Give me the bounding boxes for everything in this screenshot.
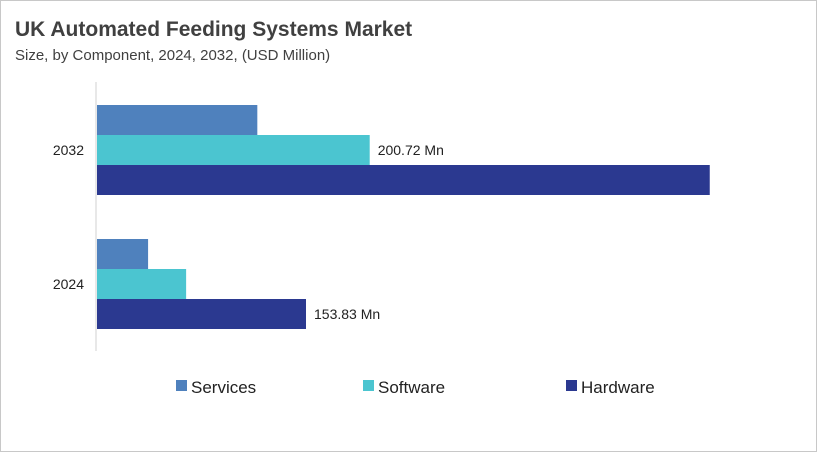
bar-hardware-2032: [97, 165, 710, 195]
legend-swatch-hardware: [566, 380, 577, 391]
data-label-hardware-2024: 153.83 Mn: [314, 306, 380, 322]
bar-services-2024: [97, 239, 149, 269]
legend-label-hardware: Hardware: [581, 378, 655, 397]
bar-software-2024: [97, 269, 187, 299]
bar-services-2032: [97, 105, 258, 135]
legend-label-services: Services: [191, 378, 256, 397]
legend-swatch-services: [176, 380, 187, 391]
legend-swatch-software: [363, 380, 374, 391]
category-label-2032: 2032: [53, 142, 84, 158]
legend-label-software: Software: [378, 378, 445, 397]
chart-subtitle: Size, by Component, 2024, 2032, (USD Mil…: [15, 47, 331, 64]
chart-title: UK Automated Feeding Systems Market: [15, 18, 413, 41]
bar-hardware-2024: [97, 299, 306, 329]
category-label-2024: 2024: [53, 276, 84, 292]
bar-software-2032: [97, 135, 370, 165]
data-label-software-2032: 200.72 Mn: [378, 142, 444, 158]
